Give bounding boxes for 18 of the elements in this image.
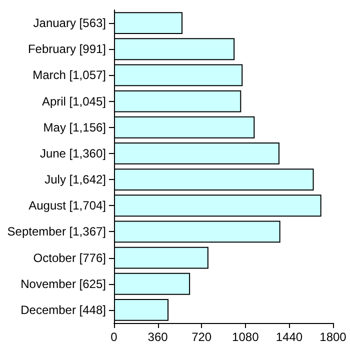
y-tick-label: July [1,642]	[44, 172, 106, 187]
x-tick-label: 360	[148, 330, 168, 344]
y-tick-label: March [1,057]	[32, 68, 106, 82]
x-tick-label: 1080	[232, 330, 260, 344]
y-tick-label: January [563]	[33, 16, 106, 30]
x-tick-label: 1440	[276, 330, 303, 344]
y-tick-label: December [448]	[20, 302, 106, 317]
y-tick-label: September [1,367]	[7, 224, 106, 239]
y-tick-label: October [776]	[33, 250, 106, 265]
x-tick-label: 1800	[320, 330, 347, 344]
x-tick-label: 0	[110, 330, 118, 344]
y-tick-label: November [625]	[20, 276, 106, 291]
y-tick-label: April [1,045]	[42, 94, 106, 108]
y-tick-label: February [991]	[28, 42, 106, 56]
y-tick-label: August [1,704]	[28, 198, 106, 213]
y-tick-label: May [1,156]	[43, 120, 106, 134]
x-tick-label: 720	[192, 330, 212, 344]
y-tick-label: June [1,360]	[40, 146, 106, 160]
